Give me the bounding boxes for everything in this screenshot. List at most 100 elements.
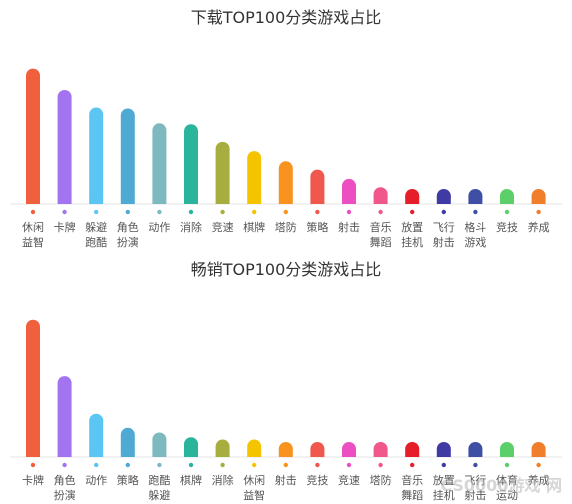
download-bar-base: [247, 196, 262, 204]
download-category-label: 卡牌: [54, 220, 76, 234]
download-category-label: 游戏: [464, 236, 486, 249]
sales-dot-marker: [441, 462, 446, 468]
sales-category-label: 消除: [212, 473, 234, 487]
sales-category-label: 射击: [275, 473, 297, 487]
download-category-label: 休闲: [22, 220, 44, 234]
download-dot-marker: [94, 209, 99, 215]
download-bar-base: [89, 196, 104, 204]
sales-bar-base: [310, 449, 325, 457]
download-category-label: 音乐: [370, 220, 392, 234]
download-dot-marker: [504, 209, 510, 215]
download-dot-marker: [283, 209, 288, 215]
download-category-label: 扮演: [117, 235, 139, 249]
sales-category-label: 跑酷: [148, 473, 170, 487]
sales-bar-base: [215, 449, 230, 457]
download-category-label: 跑酷: [85, 235, 107, 249]
download-category-label: 棋牌: [243, 220, 265, 234]
sales-bar-base: [500, 449, 514, 457]
sales-dot-marker: [30, 462, 36, 468]
sales-category-label: 运动: [496, 489, 518, 502]
sales-category-label: 角色: [54, 473, 76, 487]
sales-category-label: 扮演: [54, 488, 76, 502]
download-category-label: 竞技: [496, 220, 518, 234]
download-dot-marker: [441, 209, 446, 215]
download-category-label: 躲避: [85, 220, 107, 234]
sales-category-label: 音乐: [401, 473, 423, 487]
download-dot-marker: [252, 209, 257, 215]
sales-dot-marker: [157, 462, 162, 468]
download-bar-base: [120, 196, 135, 204]
download-bar-base: [152, 196, 167, 204]
download-category-label: 飞行: [433, 221, 455, 234]
sales-bar: [57, 376, 72, 456]
download-dot-marker: [473, 209, 478, 215]
sales-bar-base: [184, 449, 198, 457]
download-dot-marker: [62, 209, 67, 215]
download-bar-base: [373, 196, 388, 204]
download-category-label: 消除: [180, 220, 202, 234]
sales-bar-base: [468, 449, 483, 457]
sales-chart-block: 畅销TOP100分类游戏占比 卡牌 角色 扮演 动作 策略 跑酷 躲避 棋牌 消除 休闲 益智 射击竞…: [0, 252, 572, 504]
download-dot-marker: [30, 209, 36, 215]
download-category-label: 角色: [117, 220, 139, 234]
download-bar-base: [310, 196, 325, 204]
sales-bar-base: [89, 449, 104, 457]
download-bar: [120, 108, 135, 203]
download-dot-marker: [220, 209, 225, 215]
sales-bar-base: [152, 449, 167, 457]
download-dot-marker: [410, 209, 415, 215]
sales-category-label: 躲避: [148, 488, 170, 502]
download-dot-marker: [125, 209, 130, 215]
sales-bar-base: [57, 449, 72, 457]
sales-bar: [26, 319, 40, 456]
download-bar-base: [215, 196, 230, 204]
sales-dot-marker: [504, 462, 510, 468]
download-category-label: 射击: [338, 220, 360, 234]
sales-dot-marker: [188, 462, 194, 468]
sales-bar-base: [26, 449, 40, 457]
download-bar-base: [531, 196, 546, 204]
sales-bar-base: [436, 449, 451, 457]
download-dot-marker: [536, 209, 541, 215]
sales-category-label: 挂机: [433, 488, 455, 502]
sales-category-label: 体育: [496, 473, 518, 487]
sales-category-label: 舞蹈: [401, 489, 423, 502]
sales-dot-marker: [94, 462, 99, 468]
download-category-label: 塔防: [275, 220, 297, 234]
sales-bar-base: [405, 449, 420, 457]
download-category-label: 挂机: [401, 235, 423, 249]
sales-category-label: 卡牌: [22, 473, 44, 487]
sales-dot-marker: [536, 462, 541, 468]
download-dot-marker: [188, 209, 194, 215]
download-bar-base: [278, 196, 293, 204]
download-bar-base: [184, 196, 198, 204]
sales-category-label: 策略: [117, 473, 139, 487]
watermark: CS0000游戏 网: [440, 476, 562, 495]
sales-dot-marker: [378, 462, 383, 468]
sales-bar-base: [342, 449, 356, 457]
download-bar: [278, 161, 293, 203]
sales-bar-base: [278, 449, 293, 457]
download-category-label: 养成: [528, 220, 550, 234]
download-bar-base: [57, 196, 72, 204]
sales-bar: [120, 427, 135, 456]
sales-bar-base: [373, 449, 388, 457]
download-bar-base: [500, 196, 514, 204]
sales-dot-marker: [62, 462, 67, 468]
download-bar: [57, 89, 72, 203]
download-bar: [26, 68, 40, 203]
download-bar-base: [405, 196, 420, 204]
download-bar-base: [342, 196, 356, 204]
sales-category-label: 飞行: [464, 474, 486, 487]
sales-category-label: 动作: [85, 474, 107, 487]
download-bar: [184, 124, 198, 203]
download-dot-marker: [157, 209, 162, 215]
download-category-label: 射击: [433, 235, 455, 249]
sales-dot-marker: [283, 462, 288, 468]
sales-bar-base: [120, 449, 135, 457]
sales-category-label: 塔防: [370, 473, 392, 487]
sales-dot-marker: [410, 462, 415, 468]
download-bar: [152, 123, 167, 203]
download-category-label: 竞速: [212, 220, 234, 234]
